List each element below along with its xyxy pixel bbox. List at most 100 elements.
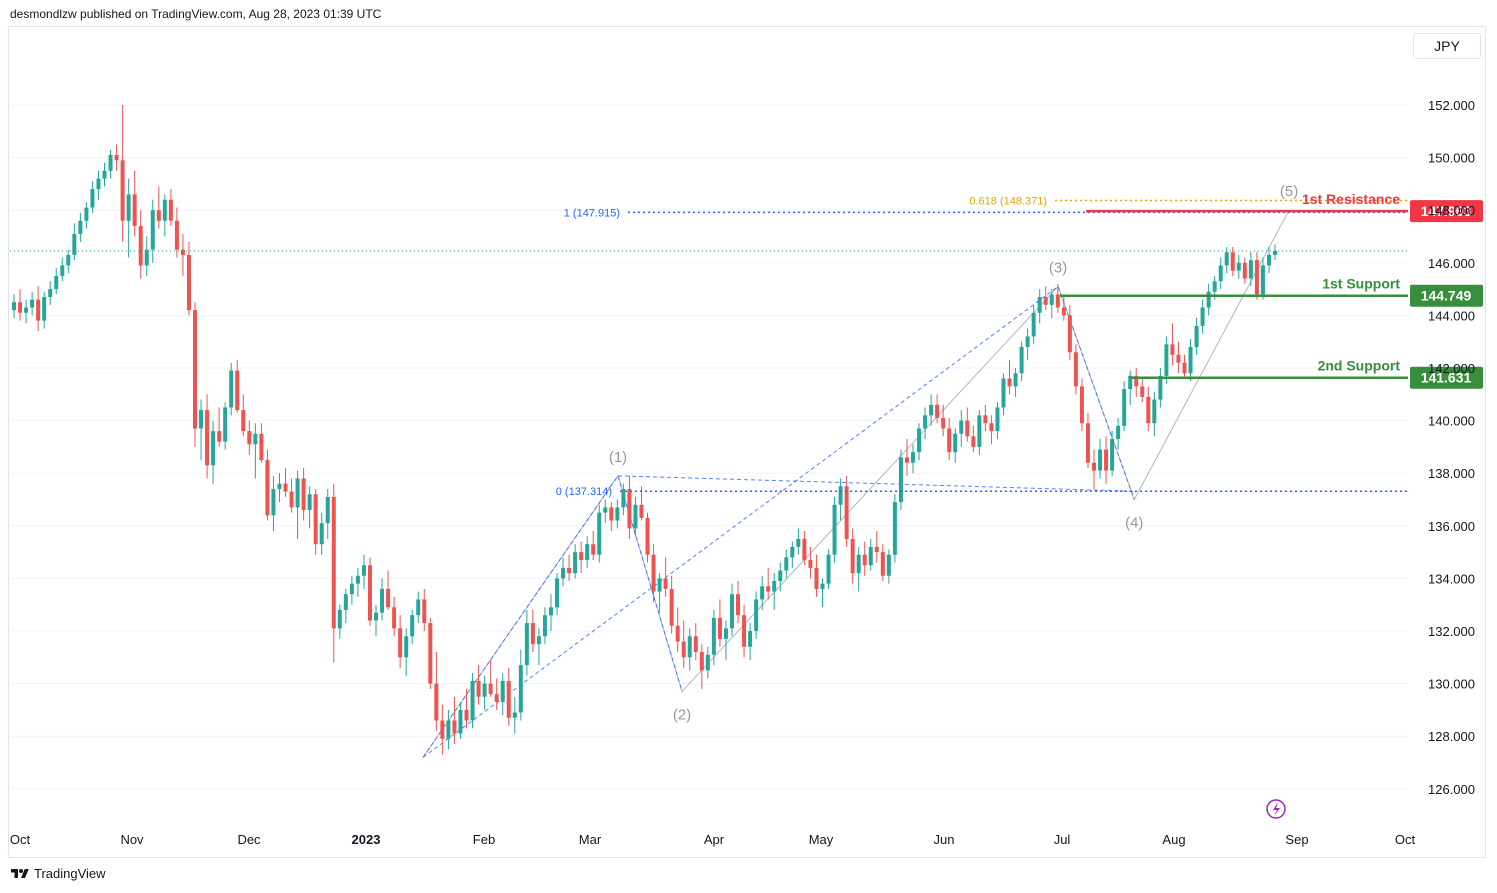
candle-up [361,565,366,576]
candle-down [259,433,264,461]
candle-up [923,415,928,429]
candle-up [995,407,1000,432]
chart-frame [8,26,1486,858]
candle-up [1158,375,1163,400]
candle-up [820,583,825,589]
lightning-icon[interactable] [1266,799,1286,819]
y-tick-label: 142.000 [1428,361,1475,376]
candle-down [874,546,879,553]
candle-up [1194,325,1199,347]
x-tick-label: Oct [1395,832,1416,847]
candle-up [1049,294,1054,305]
candle-down [386,588,391,608]
candle-up [90,189,95,208]
x-tick-label: May [809,832,834,847]
candle-up [585,544,590,560]
support-name: 2nd Support [1318,358,1401,374]
candle-up [66,254,71,266]
candle-up [84,207,89,221]
price-label-text: 147.963 [1421,203,1472,219]
candle-down [1134,375,1139,387]
candle-down [422,599,427,624]
candle-down [289,491,294,508]
candle-down [18,302,23,313]
candle-down [766,586,771,592]
candle-up [910,452,915,463]
candle-up [271,488,276,516]
candle-up [953,433,958,453]
candle-up [343,594,348,610]
candle-down [506,680,511,718]
candle-up [1128,375,1133,390]
candle-up [42,296,47,321]
candle-down [1104,449,1109,471]
candle-up [705,654,710,671]
candle-up [500,680,505,703]
candle-up [1037,296,1042,313]
candle-up [898,457,903,503]
candle-up [1248,260,1253,279]
candle-down [669,588,674,626]
candle-down [814,567,819,589]
candle-up [868,546,873,566]
candle-down [440,720,445,739]
candle-up [1110,439,1115,471]
candle-up [711,617,716,655]
resistance-name: 1st Resistance [1302,191,1400,207]
candle-up [108,154,113,171]
candle-down [1073,352,1078,387]
candle-up [337,609,342,629]
wave-label: (3) [1049,259,1067,276]
candle-up [555,578,560,608]
candle-down [989,423,994,432]
candle-down [1043,296,1048,305]
candle-down [494,694,499,703]
candle-up [561,567,566,579]
candle-up [760,586,765,600]
candle-down [488,683,493,695]
candle-down [844,486,849,539]
candle-up [1098,449,1103,471]
candle-up [404,636,409,658]
x-tick-label: Jun [934,832,955,847]
candle-up [603,507,608,513]
candle-up [917,428,922,453]
fib-level-label: 0.618 (148.371) [969,195,1047,207]
candle-down [742,615,747,647]
candle-down [693,636,698,653]
candle-down [428,623,433,684]
candle-up [319,523,324,545]
x-tick-label: Sep [1285,832,1308,847]
candle-down [114,154,119,161]
candle-down [283,483,288,492]
candle-down [579,552,584,560]
candle-up [977,415,982,447]
candle-down [301,478,306,511]
y-tick-label: 134.000 [1428,571,1475,586]
candle-up [621,488,626,508]
candle-up [211,431,216,466]
candle-up [772,581,777,592]
candle-down [645,517,650,555]
candle-down [331,496,336,629]
candle-up [374,612,379,621]
candle-up [199,410,204,429]
candle-up [446,720,451,739]
candle-down [186,254,191,311]
candle-up [1260,265,1265,295]
candle-down [476,680,481,697]
candle-down [241,410,246,432]
candle-down [138,225,143,266]
candle-up [886,554,891,576]
x-tick-label: Dec [237,832,261,847]
candle-up [1001,378,1006,408]
candle-down [880,552,885,576]
footer-brand: TradingView [10,866,106,881]
candle-up [470,680,475,721]
axis-layer: 152.000 150.000 148.000 146.000 144.000 142.0… [10,98,1475,847]
wave-label: (4) [1125,515,1143,532]
candle-down [1085,423,1090,463]
currency-selector[interactable]: JPY [1413,33,1481,59]
candle-up [48,289,53,297]
